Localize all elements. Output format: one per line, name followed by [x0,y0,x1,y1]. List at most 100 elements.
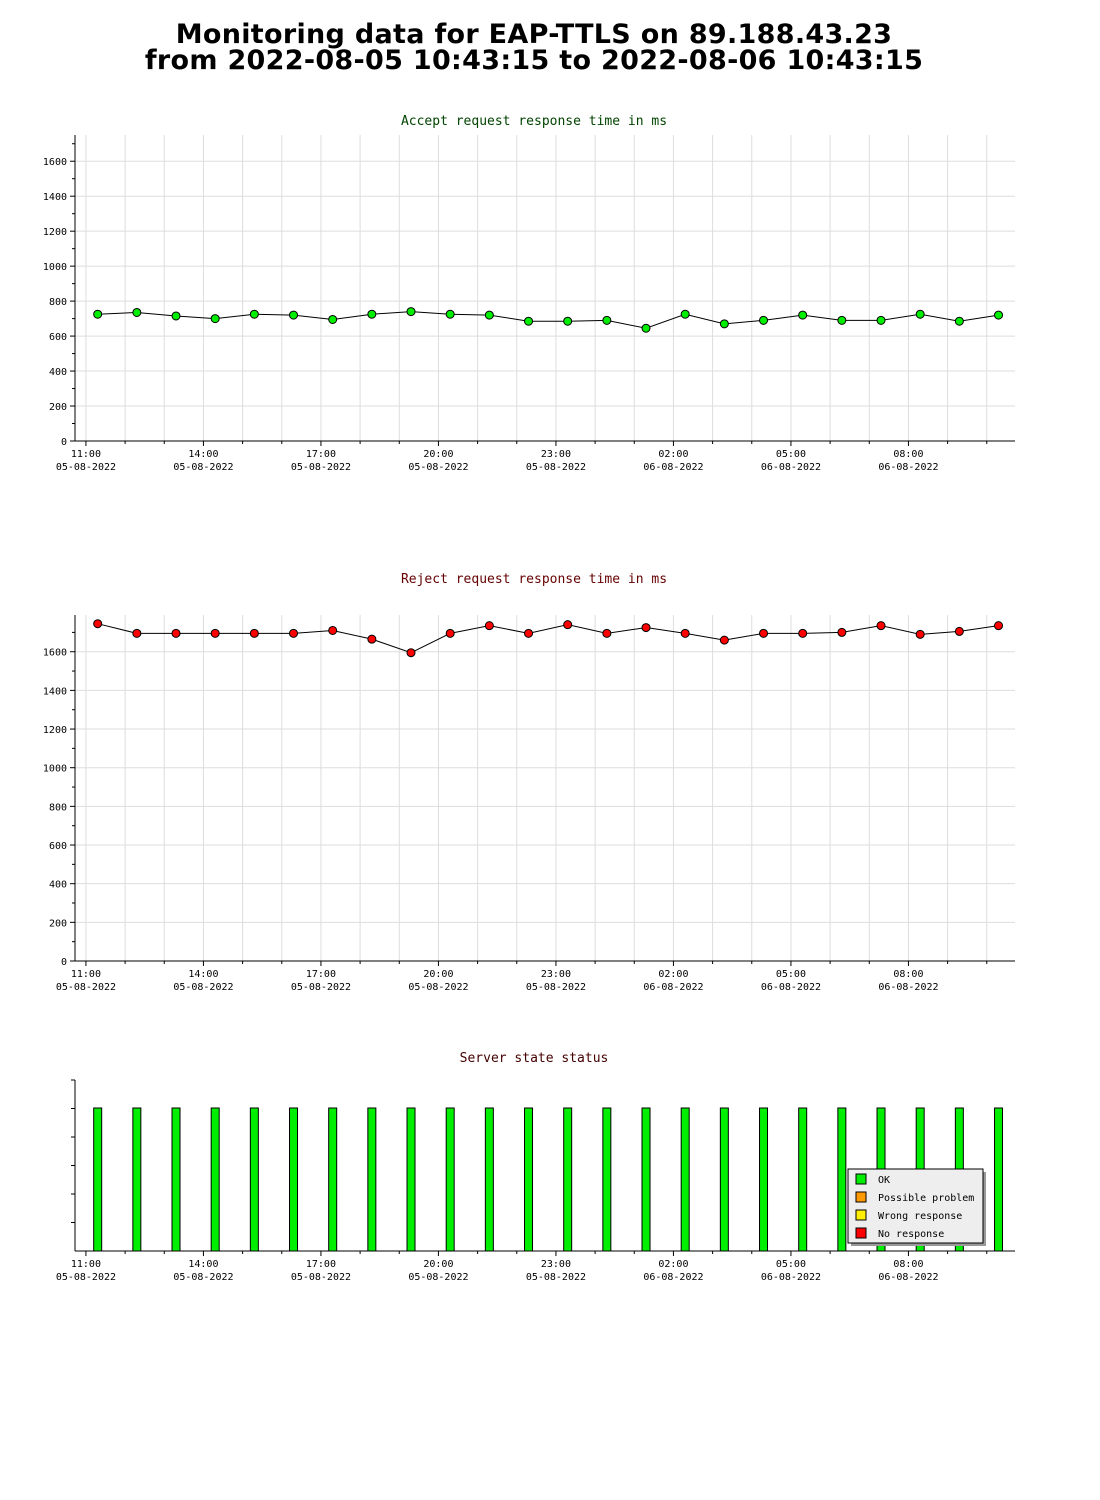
data-point [328,314,338,324]
x-tick-label-time: 14:00 [188,1259,218,1270]
data-point [524,316,534,326]
x-tick-label-date: 05-08-2022 [56,1272,116,1283]
data-point [876,621,886,631]
y-tick-label: 1600 [43,157,67,168]
data-point [602,315,612,325]
series-line [97,623,999,654]
x-tick-label-date: 05-08-2022 [173,1272,233,1283]
data-point [367,634,377,644]
status-bar [445,1107,455,1252]
data-point [798,310,808,320]
data-point [484,621,494,631]
x-tick-label-time: 14:00 [188,449,218,460]
y-tick-label: 1200 [43,227,67,238]
status-bar [171,1107,181,1252]
x-tick-label-date: 06-08-2022 [878,982,938,993]
status-bar [759,1107,769,1252]
data-point [406,307,416,317]
data-point [484,310,494,320]
data-point [93,309,103,319]
page-title-line-1: Monitoring data for EAP-TTLS on 89.188.4… [175,19,893,50]
x-tick-label-date: 06-08-2022 [761,982,821,993]
x-tick-label-time: 20:00 [423,1259,453,1270]
y-tick-label: 200 [49,918,67,929]
x-tick-label-date: 05-08-2022 [408,982,468,993]
data-point [719,635,729,645]
x-tick-label-date: 05-08-2022 [408,1272,468,1283]
legend-swatch [855,1191,867,1203]
data-point [524,628,534,638]
data-point [289,310,299,320]
x-tick-label-date: 06-08-2022 [761,462,821,473]
data-point [915,629,925,639]
legend-swatch [855,1209,867,1221]
data-point [367,309,377,319]
data-point [954,626,964,636]
status-bar [524,1107,534,1252]
status-bar [994,1107,1004,1252]
status-bar [132,1107,142,1252]
status-bar [328,1107,338,1252]
x-tick-label-time: 23:00 [541,969,571,980]
y-tick-label: 600 [49,332,67,343]
data-point [680,628,690,638]
y-tick-label: 800 [49,297,67,308]
legend-label: OK [878,1175,890,1186]
reject-chart-title: Reject request response time in ms [401,572,667,587]
x-tick-label-time: 02:00 [658,1259,688,1270]
x-tick-label-time: 17:00 [306,449,336,460]
x-tick-label-time: 11:00 [71,449,101,460]
series-line [97,311,999,329]
x-tick-label-date: 05-08-2022 [291,1272,351,1283]
x-tick-label-date: 05-08-2022 [173,462,233,473]
x-tick-label-time: 23:00 [541,1259,571,1270]
page-title-line-2: from 2022-08-05 10:43:15 to 2022-08-06 1… [144,45,924,76]
status-bar [406,1107,416,1252]
data-point [93,619,103,629]
x-tick-label-time: 05:00 [776,969,806,980]
x-tick-label-date: 05-08-2022 [173,982,233,993]
y-tick-label: 400 [49,880,67,891]
y-tick-label: 800 [49,802,67,813]
x-tick-label-date: 06-08-2022 [761,1272,821,1283]
x-tick-label-date: 05-08-2022 [408,462,468,473]
status-bar [719,1107,729,1252]
y-tick-label: 1200 [43,725,67,736]
data-point [994,310,1004,320]
x-tick-label-date: 05-08-2022 [526,462,586,473]
data-point [641,323,651,333]
data-point [798,628,808,638]
legend-label: No response [878,1229,944,1240]
server-state-status-chart: Server state status 11:00 05-08-2022 14:00… [56,1051,1015,1283]
x-tick-label-date: 05-08-2022 [526,982,586,993]
status-bar [563,1107,573,1252]
x-tick-label-time: 02:00 [658,969,688,980]
data-point [445,309,455,319]
y-tick-label: 1000 [43,262,67,273]
legend-label: Possible problem [878,1193,974,1204]
data-point [563,316,573,326]
data-point [837,627,847,637]
x-tick-label-time: 11:00 [71,969,101,980]
legend-swatch [855,1173,867,1185]
x-tick-label-time: 20:00 [423,969,453,980]
data-point [602,628,612,638]
data-point [563,620,573,630]
x-tick-label-date: 06-08-2022 [643,462,703,473]
x-tick-label-date: 05-08-2022 [56,462,116,473]
y-tick-label: 400 [49,367,67,378]
data-point [954,316,964,326]
data-point [328,625,338,635]
data-point [759,315,769,325]
status-bar [249,1107,259,1252]
x-tick-label-time: 08:00 [893,449,923,460]
data-point [876,315,886,325]
status-chart-title: Server state status [460,1051,609,1066]
accept-response-time-chart: Accept request response time in ms 11:00… [43,114,1015,473]
x-tick-label-time: 05:00 [776,449,806,460]
legend-swatch [855,1227,867,1239]
page-title: Monitoring data for EAP-TTLS on 89.188.4… [0,19,1068,76]
x-tick-label-date: 06-08-2022 [878,462,938,473]
x-tick-label-date: 05-08-2022 [526,1272,586,1283]
data-point [171,628,181,638]
